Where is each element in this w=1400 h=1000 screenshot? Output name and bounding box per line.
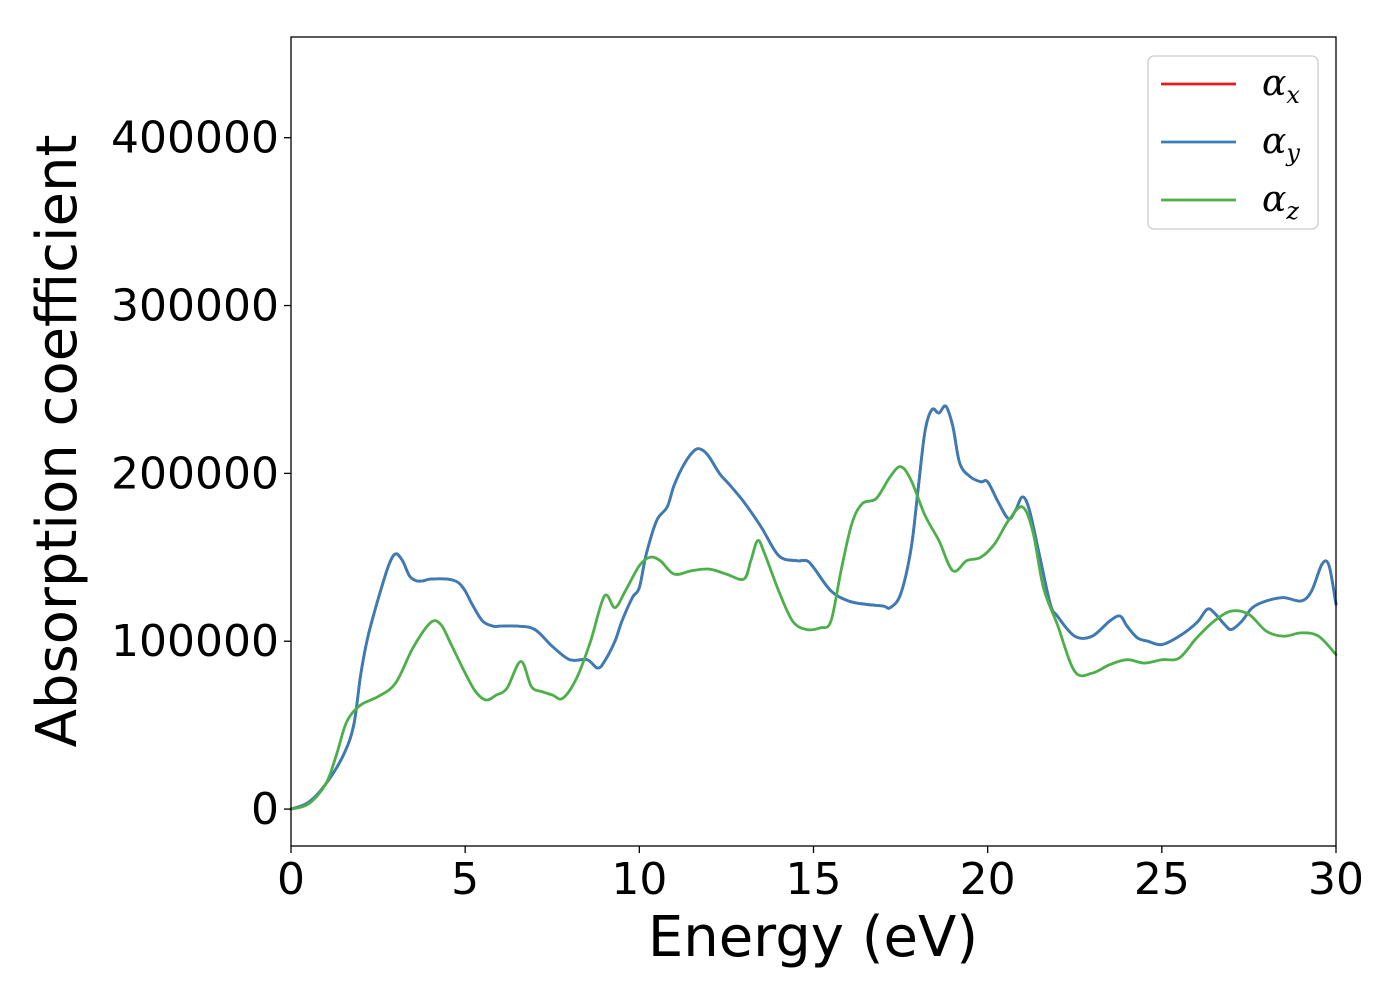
legend-subscript: y — [1285, 139, 1300, 167]
y-tick-label: 300000 — [111, 281, 279, 332]
y-ticks: 0 100000 200000 300000 400000 — [111, 113, 291, 835]
x-tick-label: 0 — [277, 854, 305, 905]
x-tick-label: 25 — [1134, 854, 1190, 905]
y-tick-label: 200000 — [111, 448, 279, 499]
x-tick-label: 30 — [1308, 854, 1364, 905]
legend-symbol: α — [1262, 121, 1286, 162]
x-ticks: 0 5 10 15 20 25 30 — [277, 846, 1364, 905]
x-axis-label: Energy (eV) — [648, 905, 978, 970]
legend-subscript: z — [1285, 197, 1299, 225]
y-axis-label: Absorption coefficient — [25, 135, 90, 748]
x-tick-label: 5 — [451, 854, 479, 905]
legend-label-alpha-x: αx — [1262, 63, 1300, 109]
legend-label-alpha-y: αy — [1262, 121, 1300, 167]
x-tick-label: 10 — [611, 854, 667, 905]
x-tick-label: 20 — [960, 854, 1016, 905]
y-tick-label: 100000 — [111, 616, 279, 667]
x-tick-label: 15 — [786, 854, 842, 905]
legend-symbol: α — [1262, 179, 1286, 220]
series-line-alpha-z — [289, 465, 1338, 811]
y-tick-label: 400000 — [111, 113, 279, 164]
series-layer — [289, 404, 1338, 811]
legend-symbol: α — [1262, 63, 1286, 104]
series-line-alpha-y — [289, 404, 1338, 811]
legend-subscript: x — [1286, 81, 1300, 109]
legend-label-alpha-z: αz — [1262, 179, 1299, 225]
y-tick-label: 0 — [251, 784, 279, 835]
